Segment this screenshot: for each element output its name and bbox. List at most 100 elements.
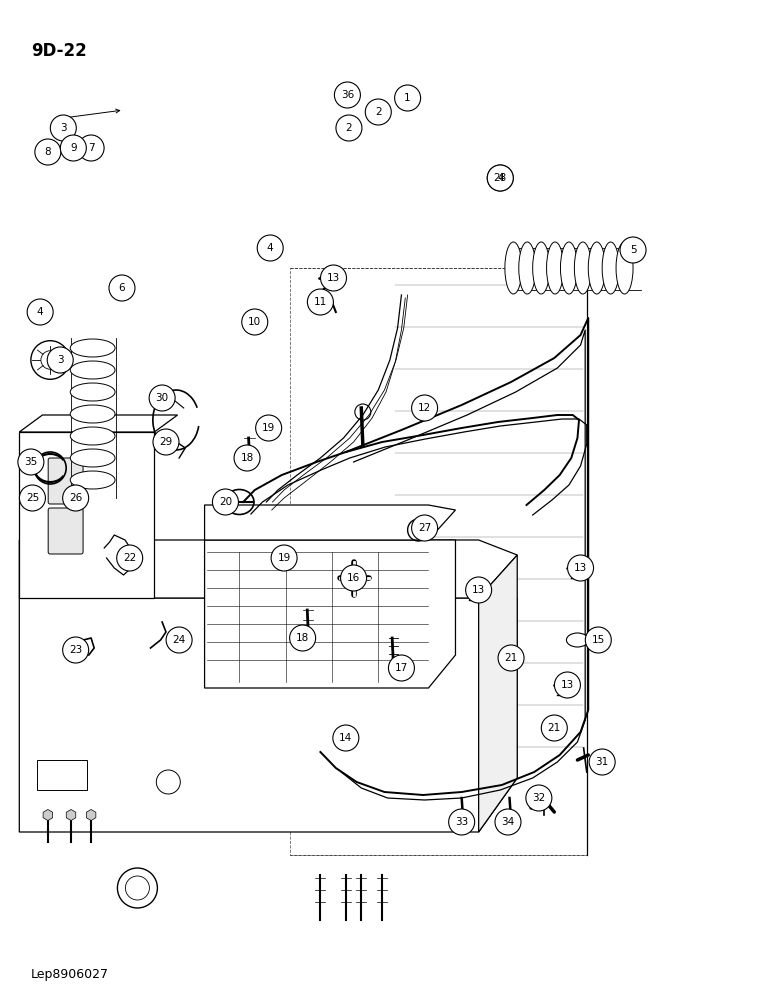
Circle shape [495,809,521,835]
Text: 24: 24 [172,635,186,645]
Text: 2: 2 [375,107,381,117]
Text: Lep8906027: Lep8906027 [31,968,109,981]
Circle shape [212,489,239,515]
Circle shape [18,449,44,475]
Text: 3: 3 [60,123,66,133]
Circle shape [554,672,581,698]
Ellipse shape [574,242,591,294]
Circle shape [487,165,513,191]
Circle shape [276,555,283,561]
Circle shape [334,82,361,108]
Text: 16: 16 [347,573,361,583]
Circle shape [50,115,76,141]
Polygon shape [19,540,517,598]
Text: 18: 18 [296,633,310,643]
Ellipse shape [70,449,115,467]
Polygon shape [19,432,154,598]
Text: 25: 25 [25,493,39,503]
Circle shape [333,725,359,751]
Circle shape [109,275,135,301]
Text: 7: 7 [88,143,94,153]
Ellipse shape [70,361,115,379]
Bar [37,760,87,790]
Text: 18: 18 [240,453,254,463]
Circle shape [35,139,61,165]
Circle shape [290,625,316,651]
Circle shape [620,237,646,263]
Circle shape [27,299,53,325]
Circle shape [365,99,391,125]
Ellipse shape [542,722,562,734]
Text: 4: 4 [267,243,273,253]
Ellipse shape [616,242,633,294]
Circle shape [257,235,283,261]
Text: 22: 22 [123,553,137,563]
Circle shape [585,627,611,653]
Text: 21: 21 [547,723,561,733]
Text: 13: 13 [472,585,486,595]
Circle shape [526,785,552,811]
Circle shape [63,637,89,663]
Text: 21: 21 [504,653,518,663]
Ellipse shape [70,471,115,489]
Text: 10: 10 [248,317,262,327]
Text: 27: 27 [418,523,432,533]
Circle shape [273,551,286,565]
Text: 13: 13 [560,680,574,690]
Circle shape [149,385,175,411]
Bar [459,820,471,826]
Circle shape [411,395,438,421]
Circle shape [320,265,347,291]
Circle shape [261,425,267,431]
Ellipse shape [567,633,588,647]
Text: 20: 20 [218,497,232,507]
Circle shape [449,809,475,835]
Text: 28: 28 [493,173,507,183]
Text: 26: 26 [69,493,83,503]
Polygon shape [19,415,178,432]
Polygon shape [205,505,455,540]
Ellipse shape [70,427,115,445]
Ellipse shape [519,242,536,294]
Text: 34: 34 [501,817,515,827]
Text: 36: 36 [340,90,354,100]
Circle shape [340,565,367,591]
Circle shape [487,165,513,191]
Text: 13: 13 [327,273,340,283]
Text: 19: 19 [262,423,276,433]
Circle shape [411,515,438,541]
Circle shape [153,429,179,455]
Circle shape [466,577,492,603]
Text: 35: 35 [24,457,38,467]
Circle shape [256,415,282,441]
Ellipse shape [499,652,520,664]
Text: 31: 31 [595,757,609,767]
Ellipse shape [547,242,564,294]
Text: 6: 6 [119,283,125,293]
Text: 17: 17 [394,663,408,673]
Circle shape [541,715,567,741]
Text: 4: 4 [37,307,43,317]
Text: 30: 30 [155,393,169,403]
Polygon shape [479,555,517,832]
Text: 9: 9 [70,143,76,153]
Ellipse shape [602,242,619,294]
Text: 1: 1 [405,93,411,103]
Circle shape [307,289,334,315]
Text: 2: 2 [346,123,352,133]
Text: 8: 8 [45,147,51,157]
Circle shape [242,309,268,335]
Circle shape [271,545,297,571]
Text: 9D-22: 9D-22 [31,42,86,60]
Polygon shape [205,540,455,688]
Circle shape [388,655,415,681]
Text: 12: 12 [418,403,432,413]
Circle shape [234,445,260,471]
Circle shape [47,347,73,373]
Circle shape [117,545,143,571]
FancyBboxPatch shape [48,458,83,504]
Text: 15: 15 [591,635,605,645]
Circle shape [31,341,69,379]
Circle shape [336,115,362,141]
Text: 4: 4 [497,173,503,183]
